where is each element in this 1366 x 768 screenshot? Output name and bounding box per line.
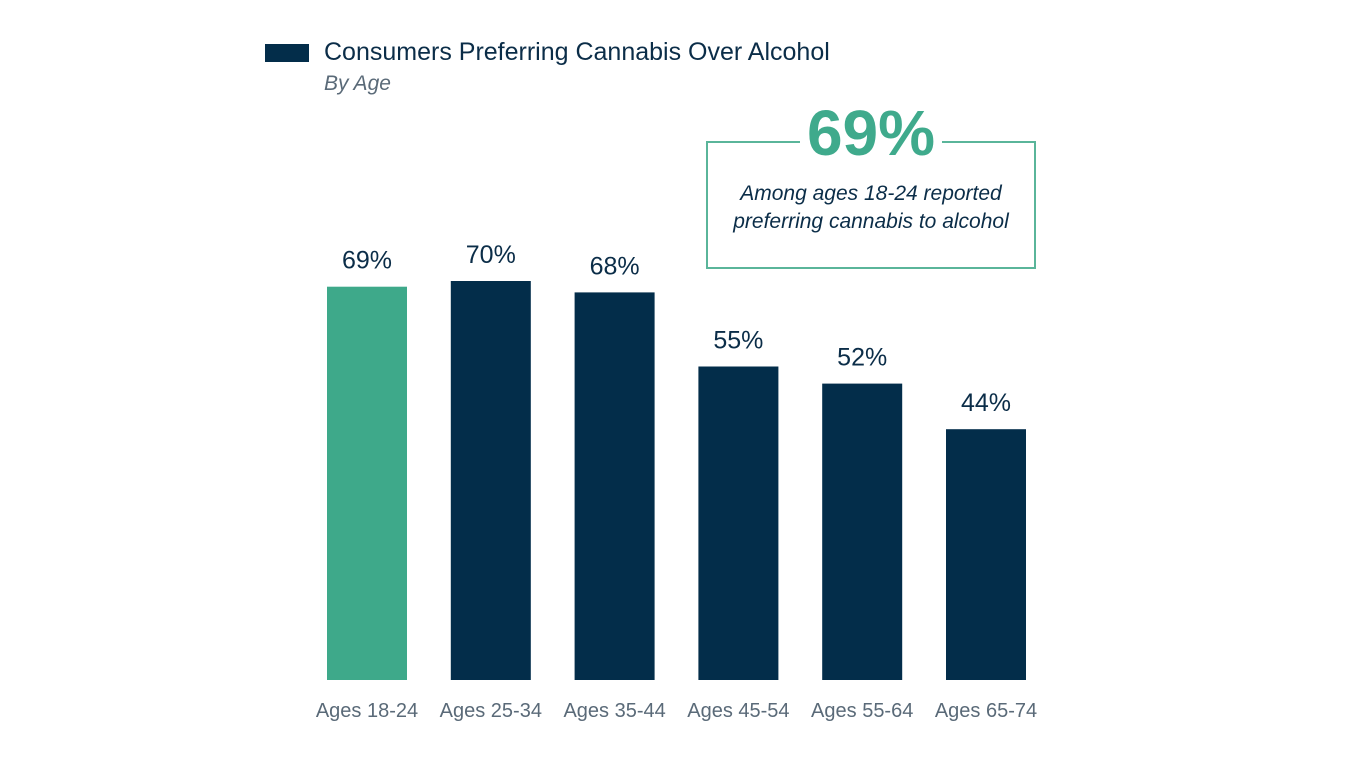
legend-swatch [265, 44, 309, 62]
callout-text: Among ages 18-24 reported preferring can… [710, 180, 1032, 236]
callout-value: 69% [800, 96, 942, 170]
bar-6 [946, 429, 1026, 680]
chart-title: Consumers Preferring Cannabis Over Alcoh… [324, 38, 830, 66]
bar-1 [327, 286, 407, 680]
x-tick-label-4: Ages 45-54 [687, 700, 789, 722]
bar-value-label-4: 55% [713, 327, 763, 355]
x-tick-label-1: Ages 18-24 [316, 700, 418, 722]
x-tick-label-3: Ages 35-44 [563, 700, 665, 722]
x-tick-label-6: Ages 65-74 [935, 700, 1037, 722]
bar-4 [698, 366, 779, 680]
callout-text-line-2: preferring cannabis to alcohol [733, 210, 1009, 233]
x-tick-label-2: Ages 25-34 [440, 700, 542, 722]
chart-subtitle: By Age [324, 72, 391, 95]
callout-text-line-1: Among ages 18-24 reported [740, 182, 1002, 205]
bar-value-label-5: 52% [837, 344, 887, 372]
bar-2 [450, 281, 531, 680]
bar-5 [822, 383, 903, 680]
bar-value-label-3: 68% [590, 252, 640, 280]
x-tick-label-5: Ages 55-64 [811, 700, 913, 722]
bar-3 [574, 292, 655, 680]
bar-value-label-2: 70% [466, 241, 516, 269]
bar-value-label-6: 44% [961, 389, 1011, 417]
bar-value-label-1: 69% [342, 247, 392, 275]
